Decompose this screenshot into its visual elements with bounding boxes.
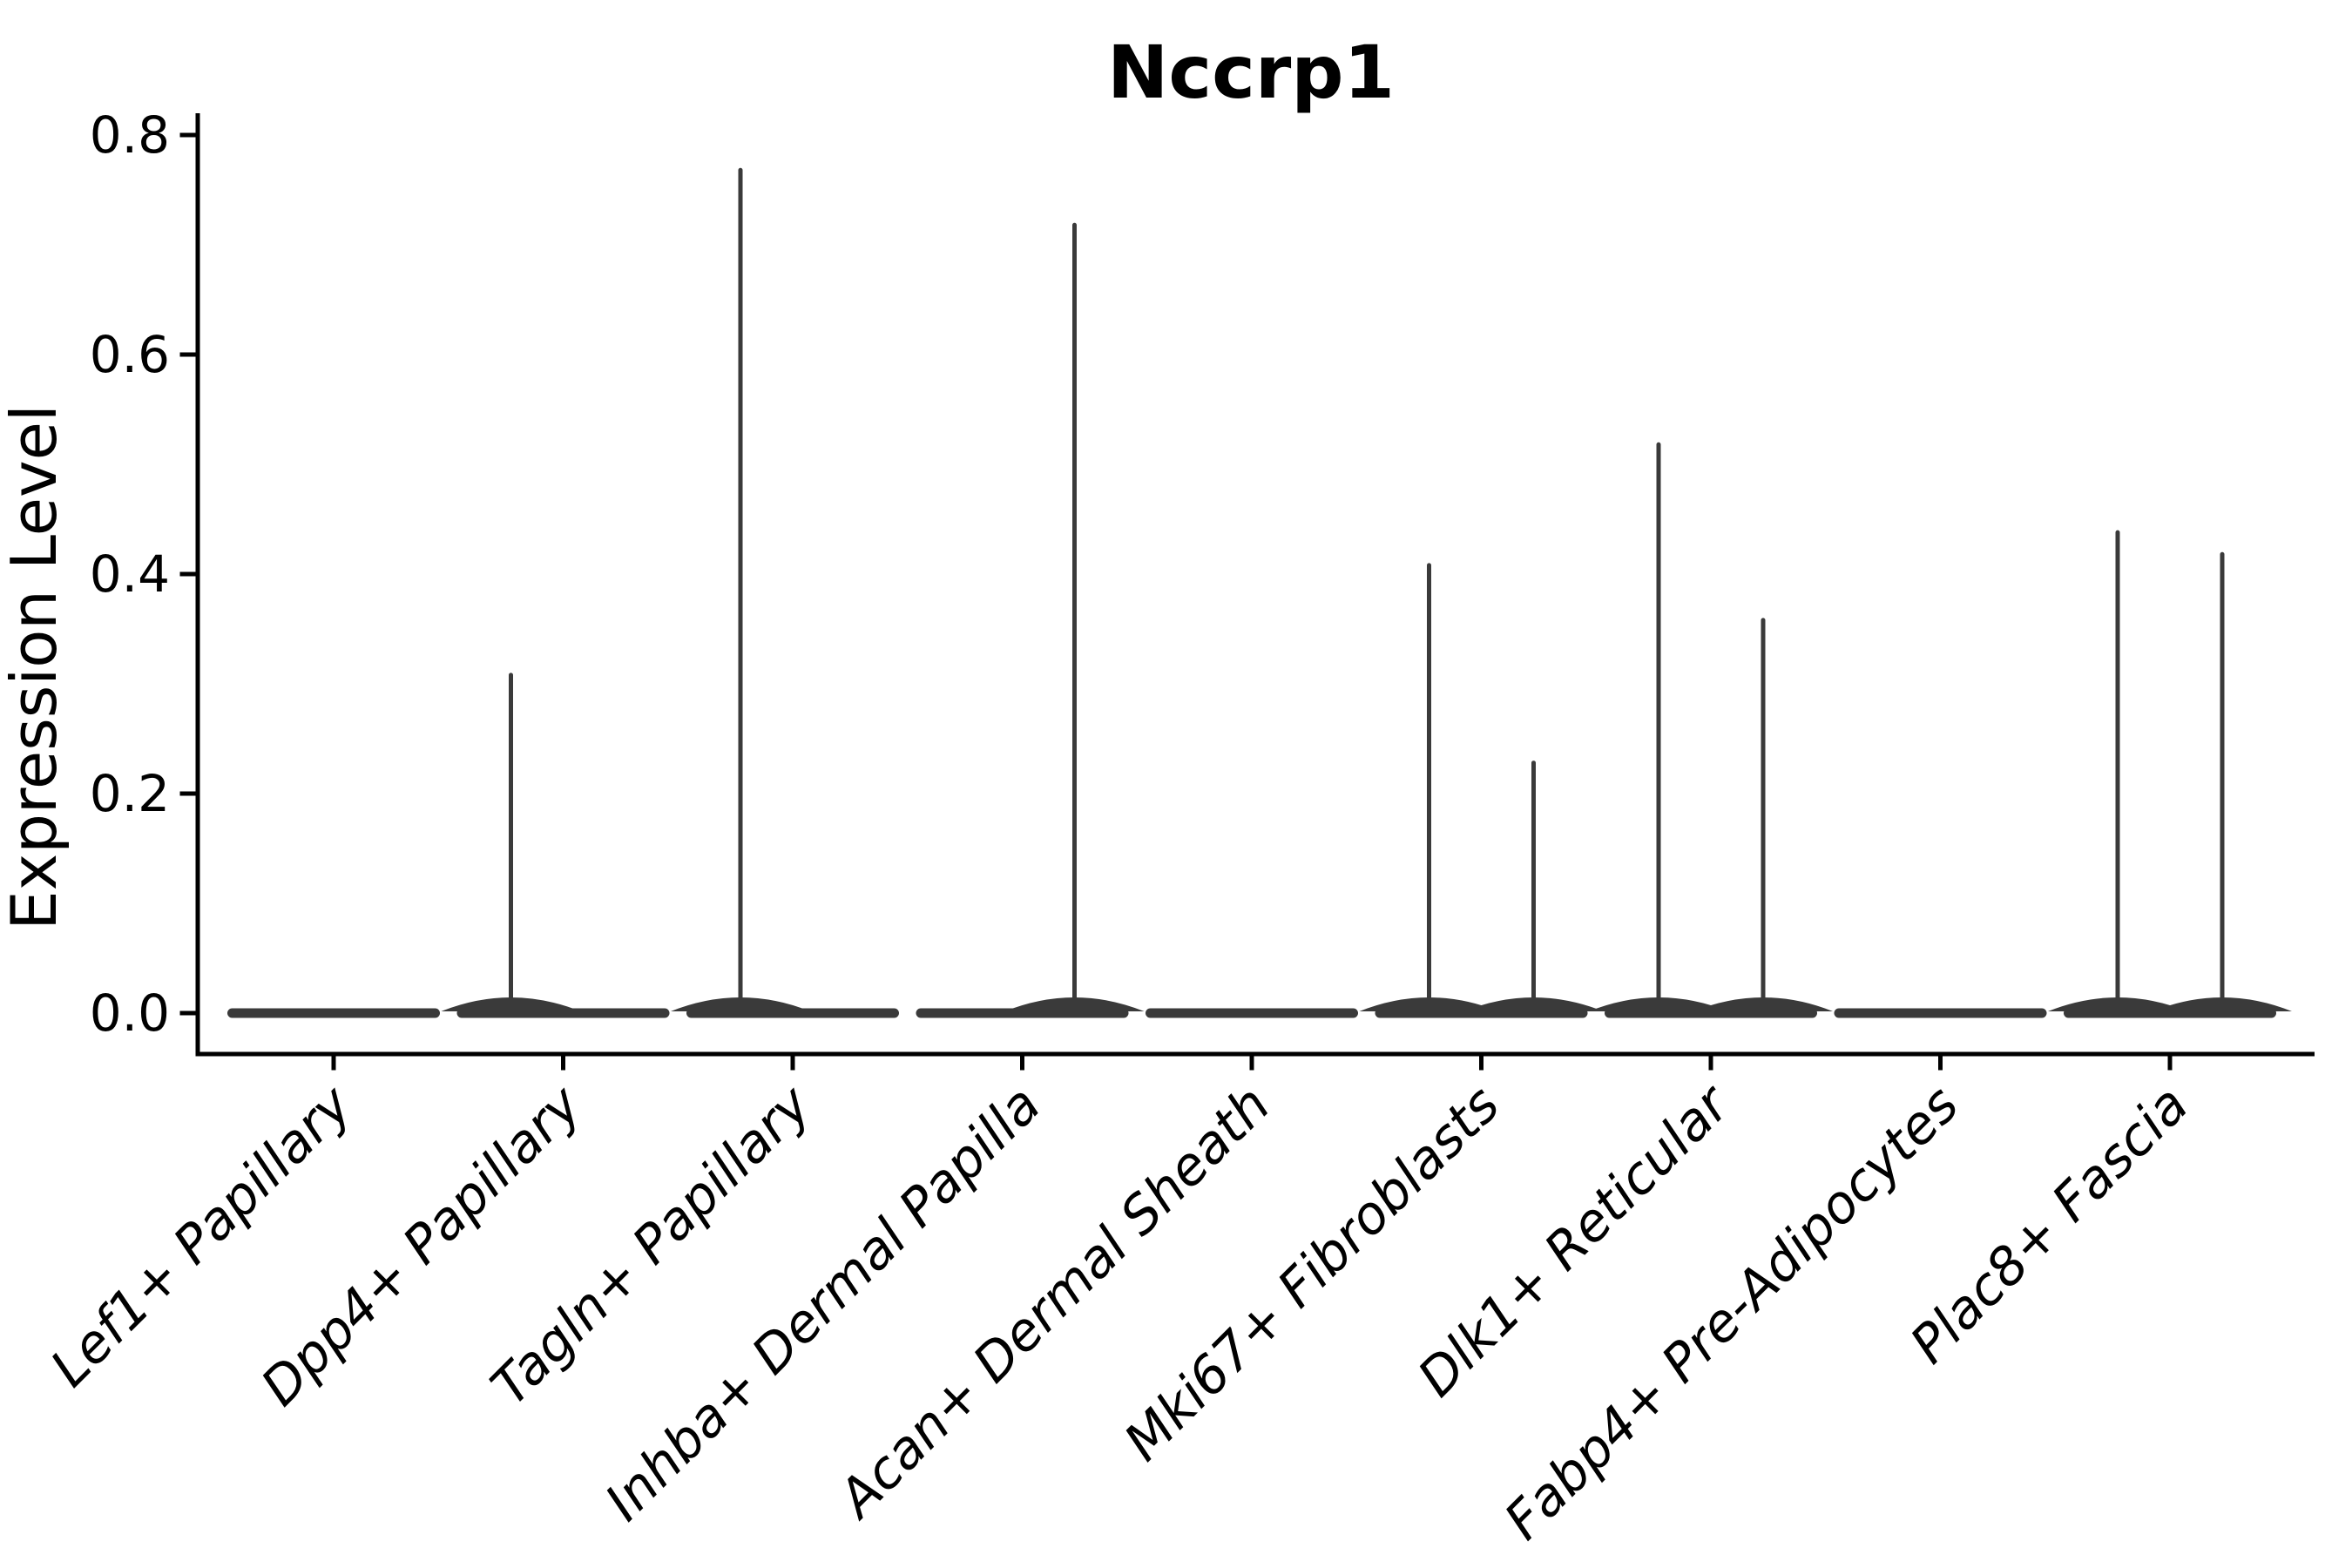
violin-spike bbox=[2115, 530, 2120, 1015]
x-tick bbox=[1479, 1056, 1484, 1071]
violin-base bbox=[227, 1008, 440, 1018]
violin-spike bbox=[1427, 563, 1431, 1015]
x-tick bbox=[2167, 1056, 2173, 1071]
y-axis-spine bbox=[195, 113, 200, 1057]
violin-spike bbox=[1072, 222, 1077, 1016]
x-tick bbox=[331, 1056, 336, 1071]
x-tick bbox=[1249, 1056, 1254, 1071]
y-tick bbox=[179, 791, 196, 796]
y-tick-label: 0.6 bbox=[90, 325, 170, 384]
plot-title: Nccrp1 bbox=[1107, 30, 1395, 115]
violin-spike bbox=[1761, 618, 1766, 1015]
violin-layer bbox=[227, 167, 2292, 1018]
x-tick-label: Fabp4+ Pre-Adipocytes bbox=[1493, 1074, 1970, 1551]
violin-spike bbox=[2220, 551, 2225, 1015]
x-axis-spine bbox=[195, 1051, 2315, 1057]
x-tick-label: Acan+ Dermal Sheath bbox=[825, 1074, 1282, 1531]
y-tick-label: 0.2 bbox=[90, 764, 170, 823]
x-tick bbox=[790, 1056, 795, 1071]
y-tick-label: 0.0 bbox=[90, 983, 170, 1043]
violin-spike bbox=[738, 167, 743, 1016]
x-tick bbox=[1020, 1056, 1024, 1071]
x-tick bbox=[1708, 1056, 1713, 1071]
y-tick bbox=[179, 352, 196, 357]
y-tick bbox=[179, 1010, 196, 1016]
y-tick bbox=[179, 132, 196, 138]
x-tick-label: Mki67+ Fibroblasts bbox=[1113, 1074, 1512, 1473]
y-tick-label: 0.8 bbox=[90, 105, 170, 165]
y-tick bbox=[179, 571, 196, 577]
violin-base bbox=[1146, 1008, 1358, 1018]
violin-spike bbox=[1531, 760, 1536, 1015]
violin-base bbox=[1834, 1008, 2047, 1018]
x-tick bbox=[1938, 1056, 1943, 1071]
x-tick-label: Inhba+ Dermal Papilla bbox=[594, 1074, 1052, 1532]
x-tick bbox=[561, 1056, 565, 1071]
violin-spike bbox=[1656, 442, 1661, 1015]
y-axis-label: Expression Level bbox=[0, 404, 71, 930]
violin-spike bbox=[509, 672, 513, 1015]
y-tick-label: 0.4 bbox=[90, 544, 170, 604]
